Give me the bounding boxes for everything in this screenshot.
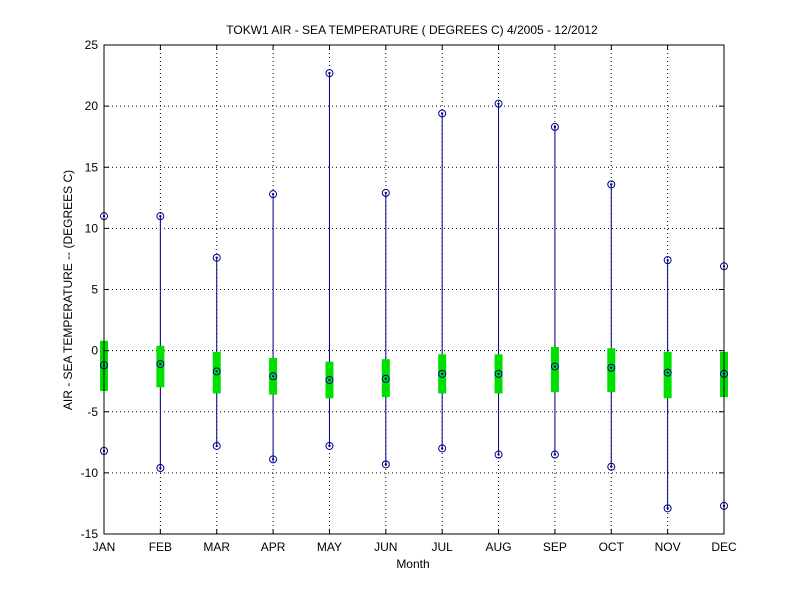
y-tick-label: -10 <box>81 466 99 480</box>
max-marker-dot <box>666 258 669 262</box>
mean-marker-ring <box>156 360 165 369</box>
mean-marker-ring <box>607 363 616 372</box>
min-marker-ring <box>438 444 447 453</box>
y-tick-label: -5 <box>87 405 98 419</box>
x-tick-label: MAR <box>203 540 230 554</box>
max-marker-dot <box>271 192 275 196</box>
max-marker-ring <box>156 212 165 221</box>
mean-marker-dot <box>666 371 669 374</box>
mean-marker-ring <box>663 368 672 377</box>
max-marker-ring <box>212 253 221 262</box>
min-marker-dot <box>610 465 613 468</box>
x-tick-label: SEP <box>543 540 567 554</box>
min-marker-ring <box>607 462 616 471</box>
iqr-box <box>663 351 672 399</box>
min-marker-ring <box>381 460 390 469</box>
mean-marker-dot <box>440 372 444 376</box>
y-tick-label: 5 <box>91 283 98 297</box>
x-tick-label: MAY <box>317 540 342 554</box>
x-tick-label: OCT <box>599 540 625 554</box>
mean-marker-ring <box>325 375 334 384</box>
min-marker-ring <box>156 463 165 472</box>
y-axis-label: AIR - SEA TEMPERATURE -- (DEGREES C) <box>61 170 75 410</box>
min-marker-dot <box>159 466 162 470</box>
min-marker-ring <box>212 441 221 450</box>
min-marker-ring <box>269 455 278 464</box>
max-marker-dot <box>497 102 500 105</box>
max-marker-dot <box>159 214 162 218</box>
y-tick-label: -15 <box>81 527 99 541</box>
min-marker-ring <box>663 504 672 513</box>
iqr-box <box>212 351 221 394</box>
min-marker-ring <box>325 441 334 450</box>
mean-marker-ring <box>381 374 390 383</box>
x-tick-label: JUL <box>432 540 454 554</box>
x-tick-label: FEB <box>149 540 172 554</box>
mean-marker-dot <box>159 362 162 366</box>
iqr-box <box>607 348 616 393</box>
mean-marker-dot <box>271 375 275 378</box>
max-marker-dot <box>215 256 218 259</box>
min-marker-dot <box>215 444 218 448</box>
mean-marker-dot <box>497 372 500 376</box>
x-tick-label: APR <box>261 540 286 554</box>
min-marker-dot <box>440 447 444 450</box>
mean-marker-ring <box>269 372 278 381</box>
max-marker-ring <box>494 99 503 108</box>
iqr-box <box>156 345 165 388</box>
max-marker-dot <box>553 125 557 129</box>
chart-title: TOKW1 AIR - SEA TEMPERATURE ( DEGREES C)… <box>226 23 598 37</box>
min-marker-dot <box>553 453 557 456</box>
mean-marker-dot <box>610 366 613 369</box>
max-marker-ring <box>269 190 278 199</box>
min-marker-ring <box>550 450 559 459</box>
mean-marker-ring <box>550 362 559 371</box>
min-marker-dot <box>497 453 500 456</box>
mean-marker-ring <box>438 369 447 378</box>
y-tick-label: 10 <box>85 221 99 235</box>
y-tick-label: 25 <box>85 38 99 52</box>
y-tick-label: 15 <box>85 160 99 174</box>
min-marker-dot <box>271 458 275 461</box>
x-tick-label: AUG <box>486 540 512 554</box>
max-marker-ring <box>550 122 559 131</box>
y-tick-label: 20 <box>85 99 99 113</box>
x-tick-label: NOV <box>655 540 681 554</box>
x-axis-label: Month <box>396 557 429 571</box>
max-marker-ring <box>607 180 616 189</box>
max-marker-dot <box>610 183 613 186</box>
max-marker-ring <box>325 69 334 78</box>
min-marker-ring <box>494 450 503 459</box>
mean-marker-ring <box>494 369 503 378</box>
max-marker-dot <box>384 191 388 195</box>
max-marker-ring <box>438 109 447 118</box>
mean-marker-dot <box>328 378 331 382</box>
max-marker-dot <box>440 112 444 115</box>
max-marker-ring <box>381 188 390 197</box>
mean-marker-dot <box>215 370 218 373</box>
mean-marker-dot <box>384 377 388 380</box>
min-marker-dot <box>666 507 669 510</box>
x-tick-label: DEC <box>711 540 737 554</box>
x-tick-label: JUN <box>374 540 397 554</box>
max-marker-dot <box>328 71 331 75</box>
mean-marker-ring <box>212 367 221 376</box>
min-marker-dot <box>328 444 331 448</box>
mean-marker-dot <box>553 365 557 368</box>
x-tick-label: JAN <box>93 540 116 554</box>
min-marker-dot <box>384 463 388 466</box>
max-marker-ring <box>663 256 672 265</box>
y-tick-label: 0 <box>91 344 98 358</box>
